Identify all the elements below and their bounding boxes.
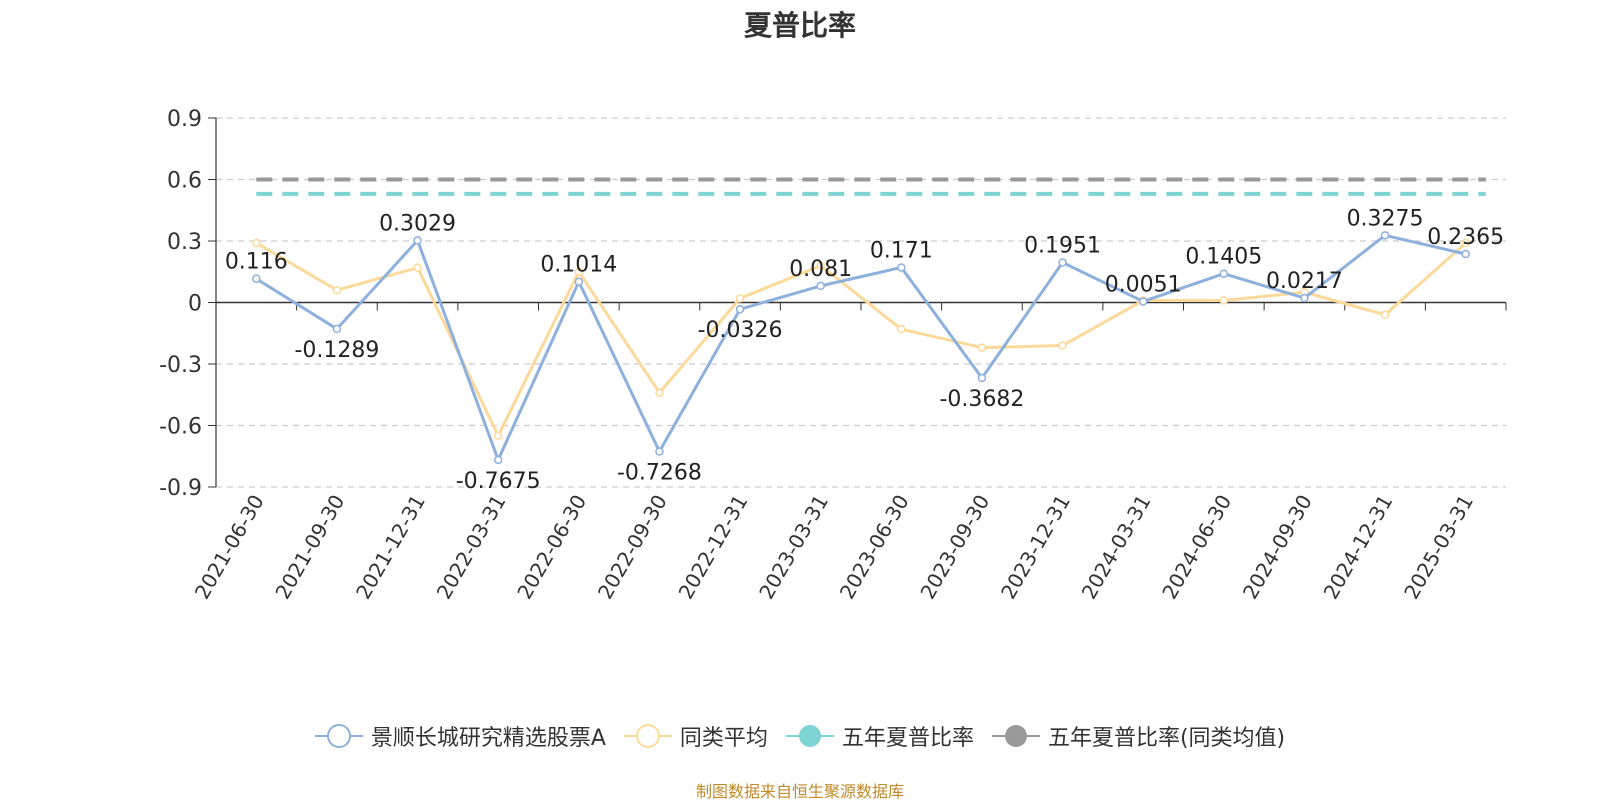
- peer-average-point: [1219, 296, 1229, 305]
- peer-average-point: [816, 261, 825, 270]
- x-tick-label: 2022-12-31: [673, 491, 752, 604]
- legend-hollow-circle-icon: [623, 724, 672, 748]
- fund-point: [977, 373, 987, 383]
- data-label: -0.1289: [294, 338, 379, 363]
- reference-lines: [256, 177, 1486, 196]
- legend-label-five-year-sharpe: 五年夏普比率: [841, 726, 974, 751]
- peer-average-point: [332, 285, 342, 295]
- fund-point: [1219, 269, 1229, 278]
- x-tick-label: 2023-09-30: [915, 491, 994, 604]
- fund-point: [413, 236, 422, 245]
- data-label: -0.7268: [617, 460, 702, 485]
- legend-label-fund: 景顺长城研究精选股票A: [370, 726, 606, 751]
- fund-point: [1461, 249, 1470, 259]
- fund-point: [735, 304, 745, 314]
- fund-point: [252, 274, 261, 283]
- legend-item-fund[interactable]: 景顺长城研究精选股票A: [314, 720, 606, 752]
- fund-point: [1058, 258, 1067, 267]
- x-tick-label: 2021-06-30: [190, 491, 269, 604]
- x-tick-label: 2023-06-30: [835, 491, 914, 604]
- data-labels: 0.116 -0.1289 0.3029 -0.7675 0.1014 -0.7268 -0…: [225, 206, 1504, 493]
- y-tick-label: -0.6: [159, 415, 202, 440]
- x-tick-label: 2023-03-31: [754, 491, 833, 604]
- legend-filled-circle-icon: [991, 725, 1040, 747]
- fund-point: [493, 455, 503, 465]
- x-tick-label: 2021-09-30: [270, 491, 349, 604]
- peer-average-point: [977, 343, 987, 352]
- data-label: 0.171: [870, 238, 933, 263]
- legend-item-five-year-sharpe-peer[interactable]: 五年夏普比率(同类均值): [991, 720, 1286, 752]
- x-tick-label: 2024-12-31: [1318, 491, 1397, 604]
- data-label: 0.2365: [1427, 225, 1504, 250]
- chart-title: 夏普比率: [743, 9, 856, 42]
- x-tick-label: 2025-03-31: [1399, 491, 1478, 604]
- data-source-note: 制图数据来自恒生聚源数据库: [695, 782, 904, 801]
- peer-average-point: [493, 431, 503, 440]
- fund-point: [1300, 293, 1309, 303]
- data-label: -0.7675: [456, 469, 541, 494]
- peer-average-point: [1380, 310, 1390, 320]
- legend-label-peer-average: 同类平均: [679, 726, 768, 751]
- chart-legend: 景顺长城研究精选股票A 同类平均 五年夏普比率 五年夏普比率(同类均值): [0, 720, 1600, 752]
- x-tick-label: 2024-03-31: [1077, 491, 1156, 604]
- data-label: 0.1405: [1185, 245, 1262, 270]
- legend-item-peer-average[interactable]: 同类平均: [623, 720, 768, 752]
- peer-average-point: [1461, 238, 1470, 248]
- fund-point: [1380, 231, 1390, 240]
- peer-average-point: [897, 324, 906, 334]
- y-tick-label: 0.6: [167, 169, 202, 194]
- y-tick-label: -0.9: [159, 476, 202, 501]
- grid-lines: [216, 117, 1506, 488]
- peer-average-point: [252, 238, 261, 248]
- legend-item-five-year-sharpe[interactable]: 五年夏普比率: [785, 720, 974, 752]
- x-tick-label: 2022-06-30: [512, 491, 591, 604]
- peer-average-point: [735, 294, 745, 303]
- legend-hollow-circle-icon: [314, 724, 363, 748]
- fund-point: [332, 324, 342, 334]
- fund-point: [1138, 297, 1148, 306]
- data-label: -0.3682: [939, 387, 1024, 412]
- x-tick-label: 2022-09-30: [593, 491, 672, 604]
- peer-average-point: [413, 263, 422, 272]
- fund-point: [574, 277, 584, 286]
- data-label: 0.0051: [1105, 272, 1182, 297]
- data-label: -0.0326: [698, 318, 783, 343]
- data-label: 0.0217: [1266, 269, 1343, 294]
- data-label: 0.1014: [540, 253, 617, 278]
- data-label: 0.3275: [1347, 206, 1424, 231]
- chart-plot: 0.9 0.6 0.3 0 -0.3 -0.6 -0.9 2021-06-30 2021-09…: [159, 107, 1507, 604]
- peer-average-point: [1058, 341, 1067, 350]
- fund-line: [255, 233, 1467, 462]
- y-axis: 0.9 0.6 0.3 0 -0.3 -0.6 -0.9: [159, 107, 217, 501]
- x-tick-label: 2024-09-30: [1238, 491, 1317, 604]
- peer-average-point: [655, 388, 664, 397]
- fund-point: [655, 447, 664, 456]
- fund-point: [816, 281, 825, 291]
- x-tick-label: 2021-12-31: [351, 491, 430, 604]
- data-label: 0.116: [225, 250, 288, 275]
- y-tick-label: 0.9: [167, 107, 202, 132]
- series-lines: [252, 231, 1470, 465]
- y-tick-label: 0.3: [167, 230, 202, 255]
- data-label: 0.081: [789, 257, 852, 282]
- legend-filled-circle-icon: [785, 725, 834, 747]
- x-tick-label: 2024-06-30: [1157, 491, 1236, 604]
- data-label: 0.1951: [1024, 234, 1101, 259]
- fund-point: [897, 263, 906, 272]
- y-tick-label: 0: [188, 292, 202, 317]
- y-tick-label: -0.3: [159, 353, 202, 378]
- peer-average-point: [574, 267, 584, 276]
- x-tick-label: 2022-03-31: [432, 491, 511, 604]
- legend-label-five-year-sharpe-peer: 五年夏普比率(同类均值): [1047, 726, 1286, 751]
- data-label: 0.3029: [379, 211, 456, 236]
- x-tick-label: 2023-12-31: [996, 491, 1075, 604]
- x-axis: 2021-06-30 2021-09-30 2021-12-31 2022-03-31…: [190, 301, 1507, 604]
